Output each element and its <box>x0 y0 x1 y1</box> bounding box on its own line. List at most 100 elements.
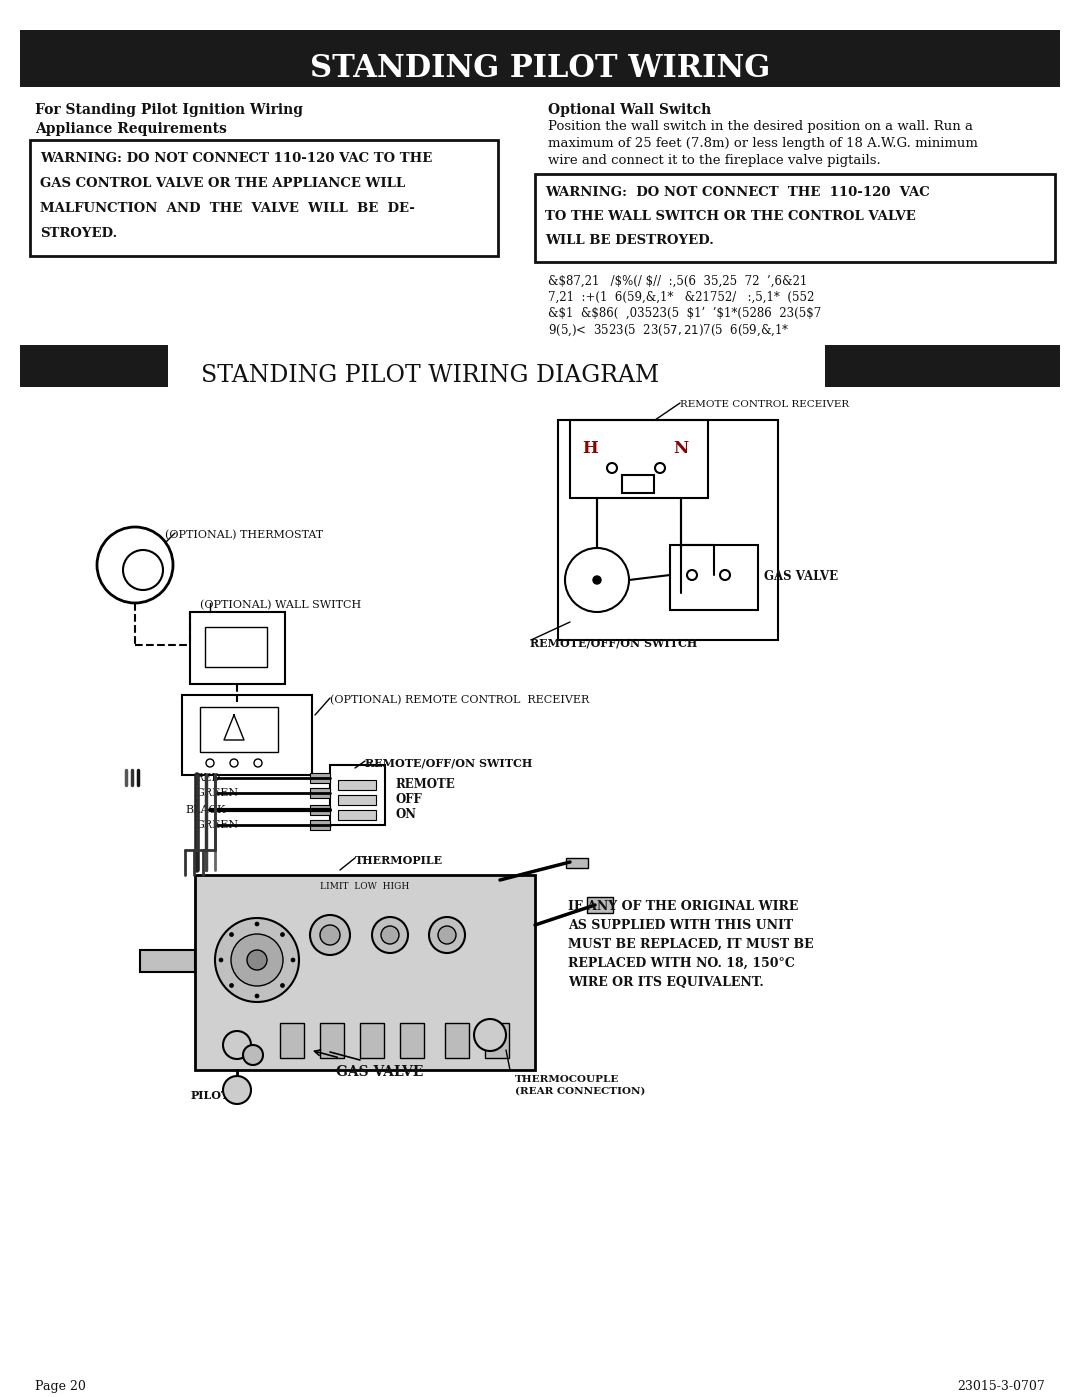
Circle shape <box>222 1031 251 1059</box>
Bar <box>338 795 376 805</box>
Circle shape <box>320 925 340 944</box>
Text: OFF: OFF <box>395 793 422 806</box>
Text: (OPTIONAL) THERMOSTAT: (OPTIONAL) THERMOSTAT <box>165 529 323 541</box>
Circle shape <box>231 935 283 986</box>
Bar <box>670 545 758 610</box>
Text: MUST BE REPLACED, IT MUST BE: MUST BE REPLACED, IT MUST BE <box>568 937 813 951</box>
Text: REMOTE: REMOTE <box>395 778 455 791</box>
Circle shape <box>720 570 730 580</box>
Text: (OPTIONAL) WALL SWITCH: (OPTIONAL) WALL SWITCH <box>200 599 361 610</box>
Circle shape <box>123 550 163 590</box>
Text: WARNING: DO NOT CONNECT 110-120 VAC TO THE: WARNING: DO NOT CONNECT 110-120 VAC TO T… <box>40 152 432 165</box>
Circle shape <box>565 548 629 612</box>
Circle shape <box>230 759 238 767</box>
Text: 9(5,)<  3523(5  23(5$7,21  $)7(5  6(59,&,1*: 9(5,)< 3523(5 23(5$7,21 $)7(5 6(59,&,1* <box>548 323 789 338</box>
Circle shape <box>310 915 350 956</box>
Bar <box>280 1023 303 1058</box>
Text: TO THE WALL SWITCH OR THE CONTROL VALVE: TO THE WALL SWITCH OR THE CONTROL VALVE <box>545 210 916 224</box>
Circle shape <box>687 570 697 580</box>
Bar <box>310 773 330 782</box>
Bar <box>338 780 376 789</box>
Circle shape <box>222 1076 251 1104</box>
Circle shape <box>381 926 399 944</box>
Text: Page 20: Page 20 <box>35 1380 86 1393</box>
Circle shape <box>654 462 665 474</box>
Bar <box>445 1023 469 1058</box>
Text: For Standing Pilot Ignition Wiring: For Standing Pilot Ignition Wiring <box>35 103 303 117</box>
Circle shape <box>247 950 267 970</box>
Text: BLACK: BLACK <box>185 805 226 814</box>
Circle shape <box>255 995 259 997</box>
Text: (OPTIONAL) REMOTE CONTROL  RECEIVER: (OPTIONAL) REMOTE CONTROL RECEIVER <box>330 694 590 705</box>
Circle shape <box>593 576 600 584</box>
Circle shape <box>281 933 284 936</box>
Bar <box>588 897 613 914</box>
Text: 7,21  :+(1  6(59,&,1*   &21752/   :,5,1*  (552: 7,21 :+(1 6(59,&,1* &21752/ :,5,1* (552 <box>548 291 814 305</box>
Text: LIMIT  LOW  HIGH: LIMIT LOW HIGH <box>321 882 409 891</box>
Text: THERMOCOUPLE
(REAR CONNECTION): THERMOCOUPLE (REAR CONNECTION) <box>515 1076 646 1095</box>
Text: REMOTE/OFF/ON SWITCH: REMOTE/OFF/ON SWITCH <box>365 757 532 768</box>
Bar <box>570 420 708 497</box>
Text: GAS CONTROL VALVE OR THE APPLIANCE WILL: GAS CONTROL VALVE OR THE APPLIANCE WILL <box>40 177 405 190</box>
Text: H: H <box>582 440 597 457</box>
Text: GAS VALVE: GAS VALVE <box>336 1065 423 1078</box>
Text: Appliance Requirements: Appliance Requirements <box>35 122 227 136</box>
Text: WILL BE DESTROYED.: WILL BE DESTROYED. <box>545 235 714 247</box>
Text: AS SUPPLIED WITH THIS UNIT: AS SUPPLIED WITH THIS UNIT <box>568 919 793 932</box>
Text: THERMOPILE: THERMOPILE <box>355 855 443 866</box>
Text: IF ANY OF THE ORIGINAL WIRE: IF ANY OF THE ORIGINAL WIRE <box>568 900 798 914</box>
Bar <box>183 694 312 775</box>
Text: RED: RED <box>195 773 220 782</box>
Text: REMOTE CONTROL RECEIVER: REMOTE CONTROL RECEIVER <box>680 400 849 409</box>
Text: GAS VALVE: GAS VALVE <box>764 570 838 584</box>
Text: wire and connect it to the fireplace valve pigtails.: wire and connect it to the fireplace val… <box>548 154 881 168</box>
Text: ON: ON <box>395 807 416 821</box>
Circle shape <box>429 916 465 953</box>
Text: maximum of 25 feet (7.8m) or less length of 18 A.W.G. minimum: maximum of 25 feet (7.8m) or less length… <box>548 137 977 149</box>
Text: &$1  &$86(  ,03523(5  $1’  ’$1*(5286  23(5$7: &$1 &$86( ,03523(5 $1’ ’$1*(5286 23(5$7 <box>548 307 821 320</box>
Text: Position the wall switch in the desired position on a wall. Run a: Position the wall switch in the desired … <box>548 120 973 133</box>
Circle shape <box>97 527 173 604</box>
Text: STANDING PILOT WIRING: STANDING PILOT WIRING <box>310 53 770 84</box>
Bar <box>140 950 195 972</box>
Bar <box>21 29 1059 87</box>
Circle shape <box>372 916 408 953</box>
Circle shape <box>243 1045 264 1065</box>
Bar <box>558 420 778 640</box>
Bar <box>310 820 330 830</box>
Text: PILOT: PILOT <box>190 1090 230 1101</box>
Bar <box>30 140 498 256</box>
Text: STANDING PILOT WIRING DIAGRAM: STANDING PILOT WIRING DIAGRAM <box>201 365 659 387</box>
Circle shape <box>206 759 214 767</box>
Circle shape <box>230 933 233 936</box>
Bar <box>566 858 588 868</box>
Bar <box>622 475 654 493</box>
Text: Optional Wall Switch: Optional Wall Switch <box>548 103 712 117</box>
Bar <box>400 1023 424 1058</box>
Circle shape <box>474 1018 507 1051</box>
Bar <box>190 612 285 685</box>
Bar <box>195 875 535 1070</box>
Bar <box>205 627 267 666</box>
Text: WIRE OR ITS EQUIVALENT.: WIRE OR ITS EQUIVALENT. <box>568 977 764 989</box>
Bar <box>485 1023 509 1058</box>
Circle shape <box>215 918 299 1002</box>
Bar <box>200 707 278 752</box>
Text: REMOTE/OFF/ON SWITCH: REMOTE/OFF/ON SWITCH <box>530 637 698 648</box>
Text: MALFUNCTION  AND  THE  VALVE  WILL  BE  DE-: MALFUNCTION AND THE VALVE WILL BE DE- <box>40 203 415 215</box>
Bar <box>825 345 1059 387</box>
Bar <box>535 175 1055 263</box>
Circle shape <box>255 922 259 926</box>
Circle shape <box>254 759 262 767</box>
Text: WARNING:  DO NOT CONNECT  THE  110-120  VAC: WARNING: DO NOT CONNECT THE 110-120 VAC <box>545 186 930 198</box>
Circle shape <box>219 958 222 963</box>
Circle shape <box>607 462 617 474</box>
Bar <box>338 810 376 820</box>
Bar <box>310 805 330 814</box>
Bar <box>205 880 525 898</box>
Text: GREEN: GREEN <box>195 820 238 830</box>
Text: GREEN: GREEN <box>195 788 238 798</box>
Bar <box>310 788 330 798</box>
Bar <box>320 1023 345 1058</box>
Circle shape <box>230 983 233 988</box>
